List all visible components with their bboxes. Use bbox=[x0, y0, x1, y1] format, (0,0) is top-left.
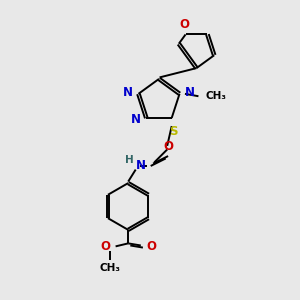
Text: N: N bbox=[123, 86, 133, 99]
Text: CH₃: CH₃ bbox=[205, 91, 226, 101]
Text: N: N bbox=[136, 160, 146, 172]
Text: N: N bbox=[185, 86, 195, 99]
Text: CH₃: CH₃ bbox=[100, 262, 121, 273]
Text: H: H bbox=[125, 155, 134, 165]
Text: O: O bbox=[164, 140, 174, 153]
Text: O: O bbox=[179, 19, 189, 32]
Text: O: O bbox=[100, 241, 110, 254]
Text: N: N bbox=[131, 113, 141, 126]
Text: S: S bbox=[169, 124, 177, 138]
Text: O: O bbox=[146, 241, 156, 254]
